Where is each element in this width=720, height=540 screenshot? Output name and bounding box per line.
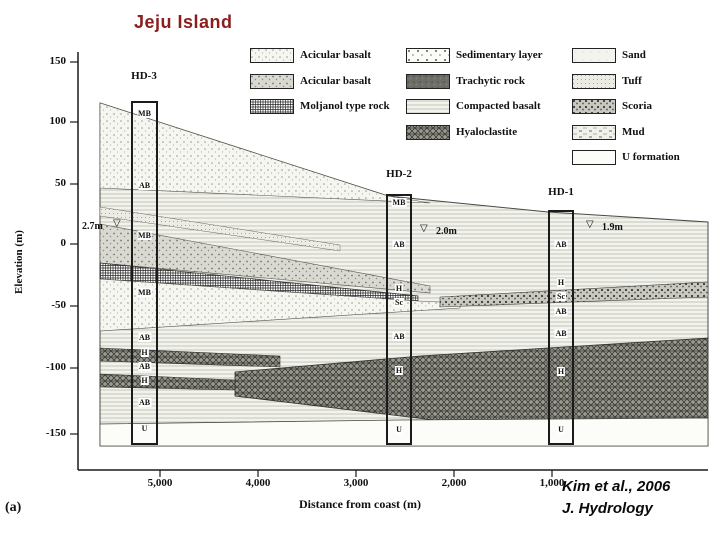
legend-label: Sedimentary layer xyxy=(456,49,543,61)
borehole-hd2: MB AB H Sc AB H U xyxy=(386,194,412,445)
water-table-icon: ▽ xyxy=(420,223,428,234)
borehole-layer-label: MB xyxy=(137,231,152,240)
legend-label: Acicular basalt xyxy=(300,49,371,61)
page-title: Jeju Island xyxy=(134,12,233,32)
legend-swatch-scoria xyxy=(572,99,616,114)
legend-swatch-sedimentary-layer xyxy=(406,48,450,63)
water-table-icon: ▽ xyxy=(586,219,594,230)
borehole-name-hd2: HD-2 xyxy=(386,168,412,180)
y-tick-label: 100 xyxy=(49,115,67,127)
legend-label: U formation xyxy=(622,151,680,163)
legend-swatch-mud xyxy=(572,125,616,140)
borehole-layer-label: AB xyxy=(137,362,152,371)
borehole-layer-label: MB xyxy=(391,198,407,207)
borehole-layer-label: U xyxy=(140,424,149,433)
y-tick-label: -100 xyxy=(45,361,66,373)
borehole-layer-label: H xyxy=(556,278,566,287)
legend-swatch-trachytic-rock xyxy=(406,74,450,89)
borehole-layer-label: AB xyxy=(554,307,568,316)
citation-line-2: J. Hydrology xyxy=(562,500,653,517)
layer-tuff-band xyxy=(99,206,341,252)
layer-u-formation xyxy=(99,417,709,447)
legend-swatch-moljanol-rock xyxy=(250,99,294,114)
borehole-layer-label: U xyxy=(557,425,565,434)
x-tick-label: 1,000 xyxy=(539,477,565,489)
legend-label: Scoria xyxy=(622,100,652,112)
panel-label: (a) xyxy=(5,500,22,515)
water-level-hd3: 2.7m xyxy=(82,221,103,232)
borehole-layer-label: Sc xyxy=(556,292,566,301)
legend-swatch-compacted-basalt xyxy=(406,99,450,114)
x-tick-label: 4,000 xyxy=(245,477,271,489)
borehole-layer-label: H xyxy=(556,367,566,376)
borehole-layer-label: AB xyxy=(392,240,406,249)
legend-swatch-tuff xyxy=(572,74,616,89)
borehole-layer-label: AB xyxy=(137,398,152,407)
borehole-layer-label: Sc xyxy=(394,298,404,307)
legend-label: Trachytic rock xyxy=(456,75,525,87)
y-tick-label: 0 xyxy=(60,237,67,249)
legend-label: Acicular basalt xyxy=(300,75,371,87)
x-axis-label: Distance from coast (m) xyxy=(298,497,422,511)
legend-label: Tuff xyxy=(622,75,642,87)
layer-scoria-band xyxy=(439,281,709,308)
water-table-icon: ▽ xyxy=(113,218,121,229)
x-tick-label: 3,000 xyxy=(343,477,369,489)
water-level-hd2: 2.0m xyxy=(436,226,457,237)
borehole-layer-label: AB xyxy=(137,333,152,342)
borehole-layer-label: AB xyxy=(554,329,568,338)
borehole-layer-label: H xyxy=(140,348,149,357)
layer-acicular-basalt-top xyxy=(99,102,431,204)
borehole-hd1: AB H Sc AB AB H U xyxy=(548,210,574,445)
borehole-layer-label: H xyxy=(394,366,404,375)
x-tick-label: 5,000 xyxy=(147,477,173,489)
x-tick-label: 2,000 xyxy=(441,477,467,489)
legend-label: Sand xyxy=(622,49,646,61)
legend-label: Moljanol type rock xyxy=(300,100,390,112)
borehole-layer-label: H xyxy=(140,376,149,385)
legend-swatch-acicular-basalt-2 xyxy=(250,74,294,89)
borehole-layer-label: U xyxy=(395,425,403,434)
y-tick-label: -150 xyxy=(45,427,66,439)
borehole-layer-label: AB xyxy=(137,181,152,190)
water-level-hd1: 1.9m xyxy=(602,222,623,233)
legend-swatch-u-formation xyxy=(572,150,616,165)
legend-label: Hyaloclastite xyxy=(456,126,518,138)
borehole-name-hd3: HD-3 xyxy=(131,70,157,82)
borehole-name-hd1: HD-1 xyxy=(548,186,574,198)
borehole-layer-label: MB xyxy=(137,109,152,118)
axis-ticks xyxy=(70,61,553,477)
legend-label: Compacted basalt xyxy=(456,100,541,112)
y-tick-label: 50 xyxy=(55,177,66,189)
citation-line-1: Kim et al., 2006 xyxy=(562,478,671,495)
layer-acicular-basalt-gray xyxy=(99,223,431,294)
legend-swatch-hyaloclastite xyxy=(406,125,450,140)
y-tick-label: -50 xyxy=(51,299,66,311)
legend-label: Mud xyxy=(622,126,645,138)
y-tick-label: 150 xyxy=(49,55,67,67)
borehole-hd3: MB AB MB MB AB H AB H AB U xyxy=(131,101,158,445)
y-axis-label: Elevation (m) xyxy=(13,230,25,294)
borehole-layer-label: AB xyxy=(554,240,568,249)
borehole-layer-label: MB xyxy=(137,288,152,297)
legend-swatch-acicular-basalt-1 xyxy=(250,48,294,63)
borehole-layer-label: AB xyxy=(392,332,406,341)
borehole-layer-label: H xyxy=(394,284,404,293)
legend-swatch-sand xyxy=(572,48,616,63)
geology-layers xyxy=(99,102,709,447)
